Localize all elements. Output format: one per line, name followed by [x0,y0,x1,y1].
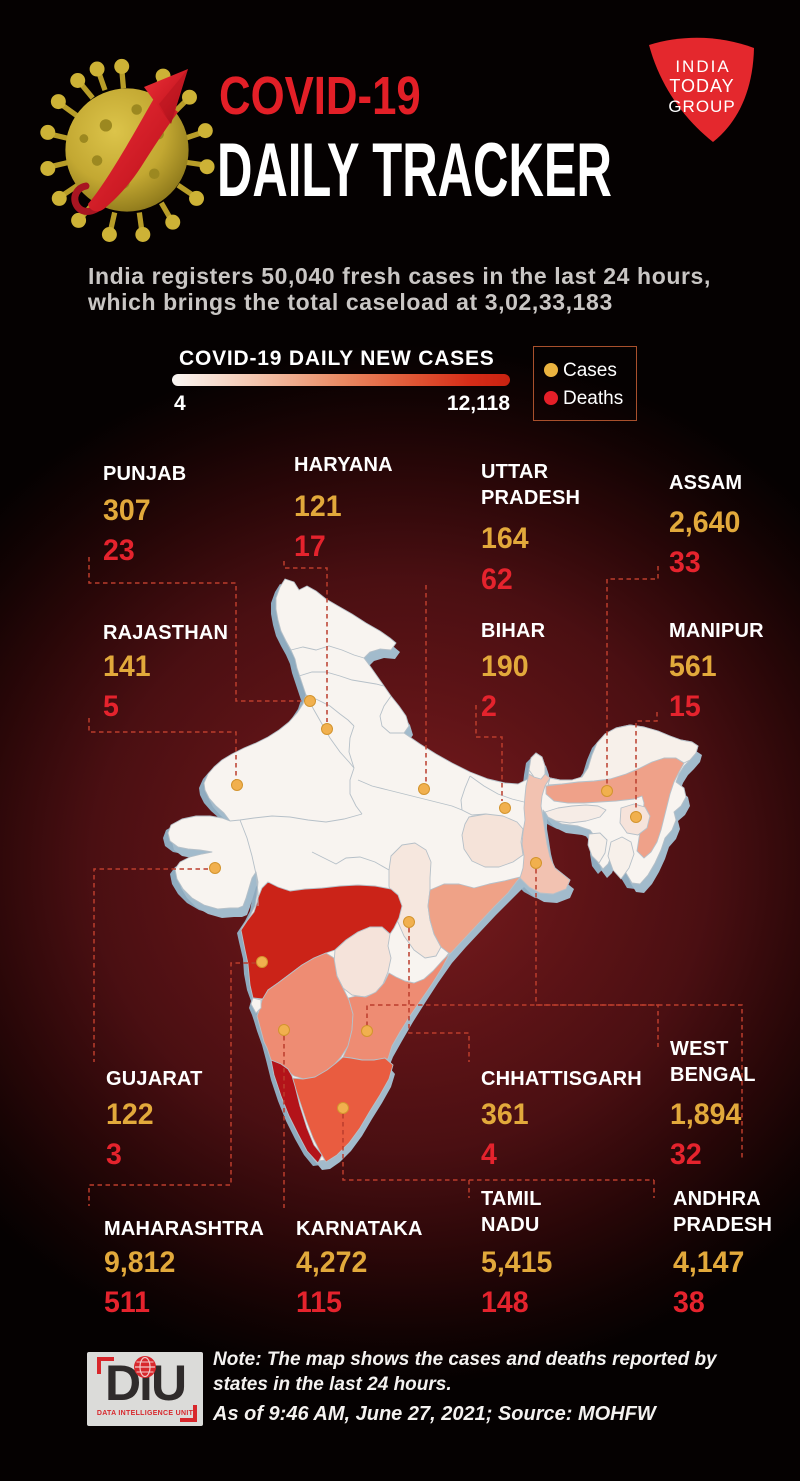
svg-text:TODAY: TODAY [669,76,734,96]
svg-text:INDIA: INDIA [675,57,730,76]
svg-text:GROUP: GROUP [668,97,735,116]
